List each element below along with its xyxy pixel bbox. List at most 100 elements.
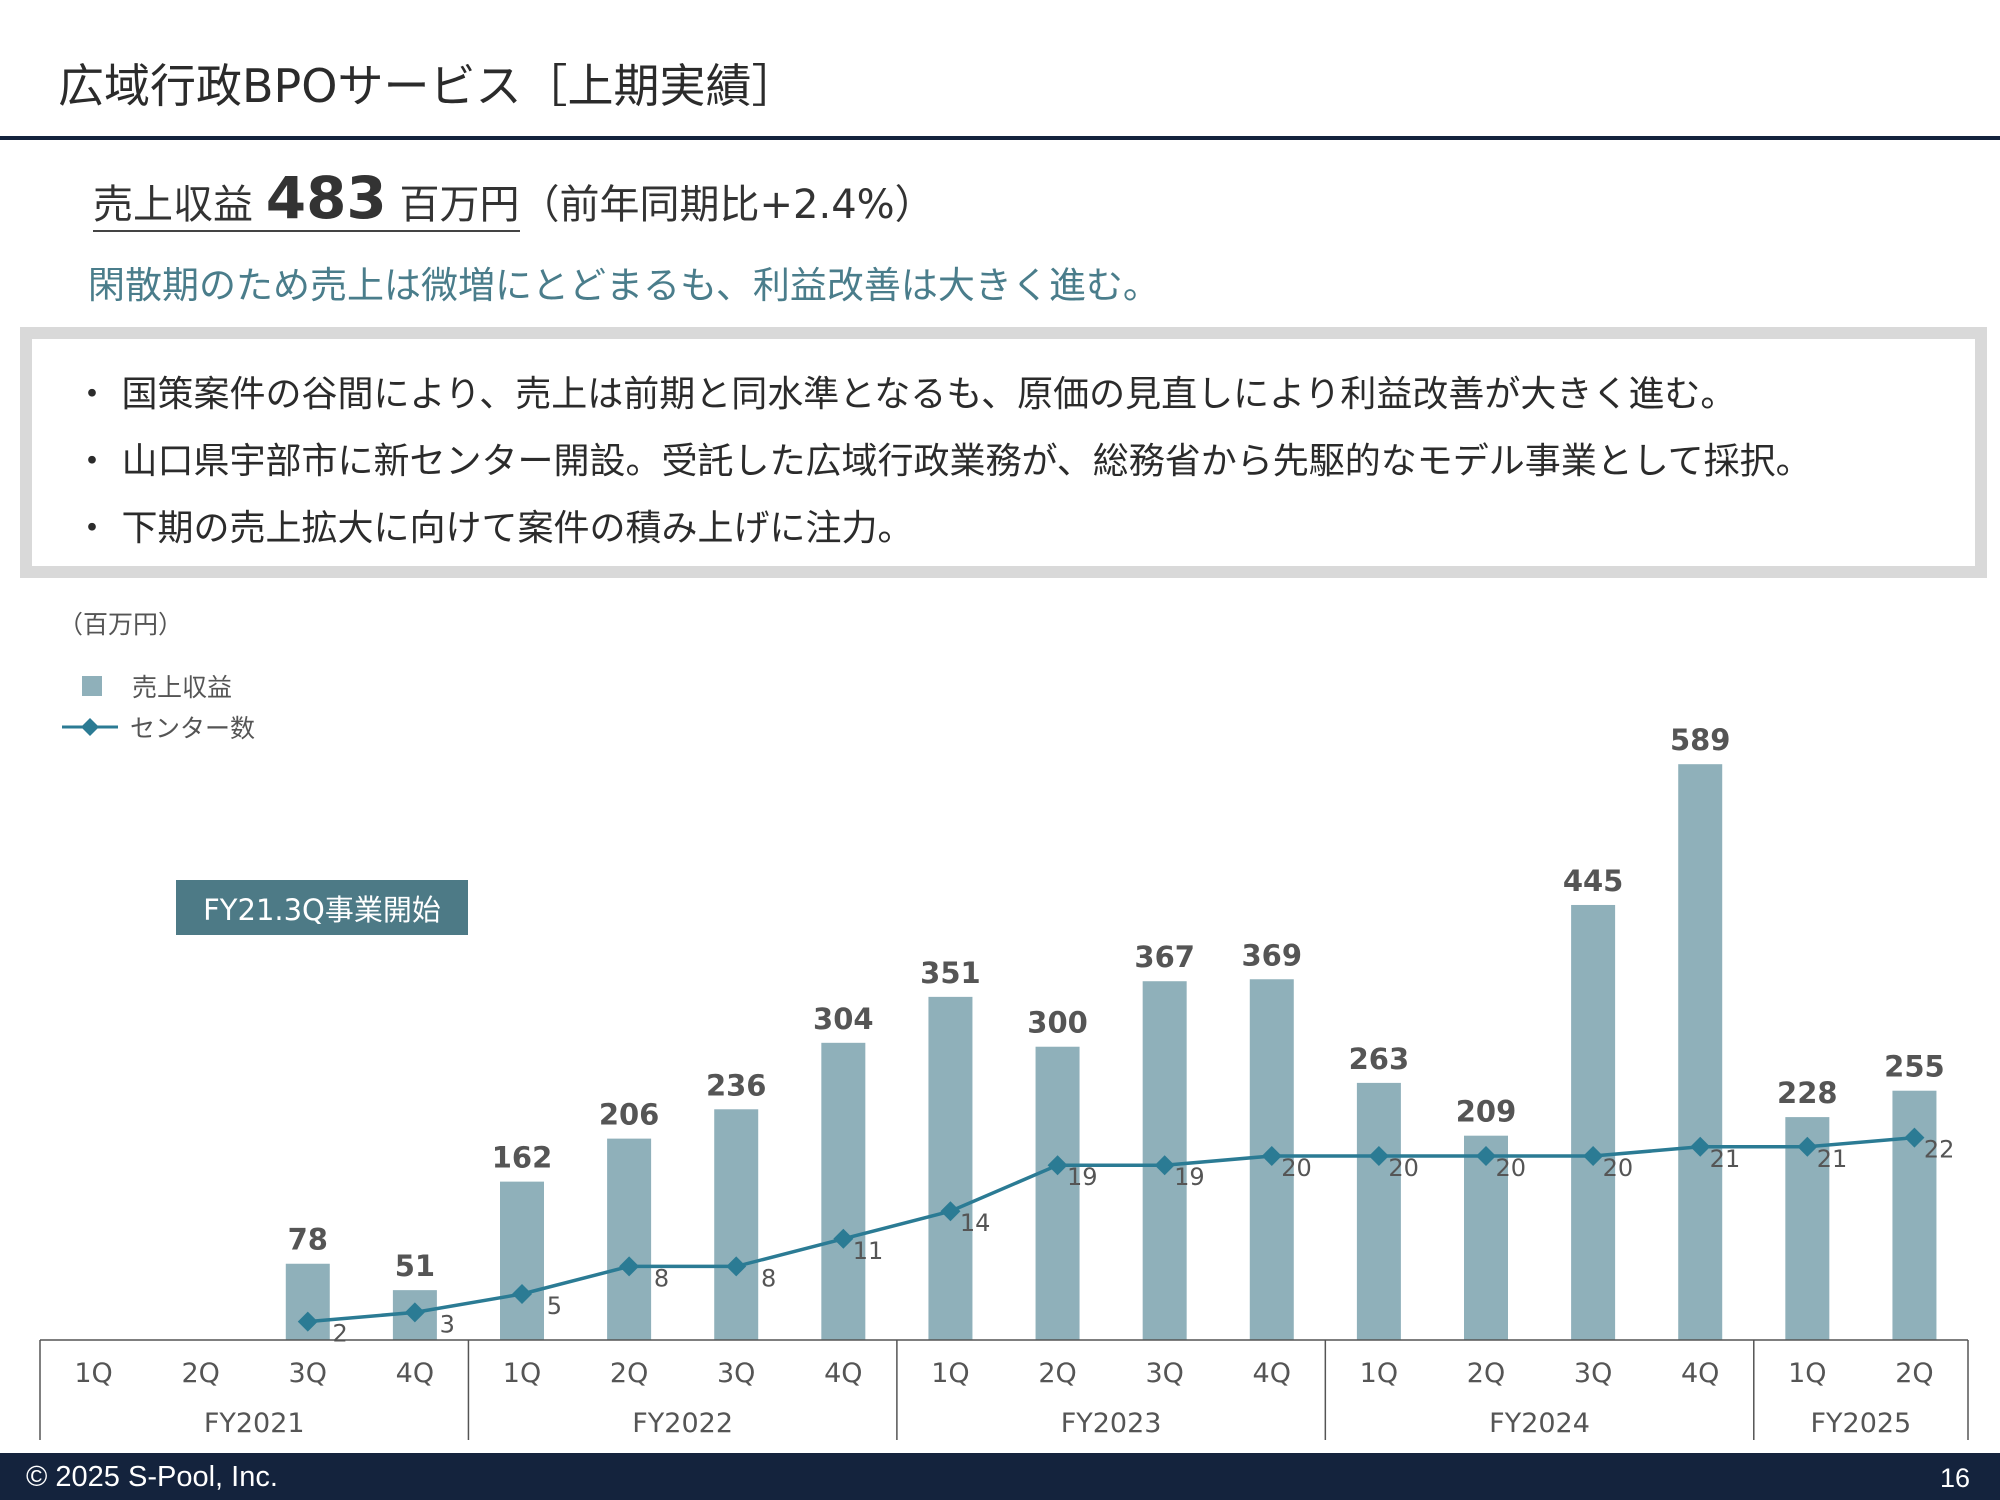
x-tick-label: 2Q: [181, 1358, 219, 1389]
subheadline: 閑散期のため売上は微増にとどまるも、利益改善は大きく進む。: [88, 264, 1160, 307]
x-tick-label: 3Q: [1574, 1358, 1612, 1389]
x-group-label: FY2023: [1061, 1408, 1162, 1439]
x-group-label: FY2024: [1489, 1408, 1590, 1439]
center-count-point: [512, 1284, 532, 1304]
page-number: 16: [1939, 1463, 1970, 1493]
bar: [500, 1181, 544, 1340]
footer-bar: © 2025 S-Pool, Inc. 16: [0, 1453, 2000, 1500]
bar-value-label: 263: [1349, 1042, 1410, 1076]
x-tick-label: 4Q: [396, 1358, 434, 1389]
bar-value-label: 351: [920, 956, 981, 990]
center-count-label: 21: [1710, 1145, 1741, 1173]
revenue-underlined: 売上収益 483 百万円: [93, 164, 520, 232]
center-count-label: 11: [853, 1237, 884, 1265]
bullet-item: ・ 国策案件の谷間により、売上は前期と同水準となるも、原価の見直しにより利益改善…: [74, 374, 1737, 415]
center-count-label: 3: [440, 1310, 455, 1338]
bar-value-label: 228: [1777, 1076, 1838, 1110]
center-count-point: [1047, 1155, 1068, 1176]
x-tick-label: 2Q: [1467, 1358, 1505, 1389]
x-tick-label: 4Q: [824, 1358, 862, 1389]
revenue-yoy: （前年同期比+2.4%）: [519, 182, 935, 228]
x-tick-label: 1Q: [503, 1358, 541, 1389]
x-tick-label: 4Q: [1253, 1358, 1291, 1389]
bar: [1035, 1046, 1080, 1340]
x-tick-label: 3Q: [289, 1358, 327, 1389]
x-tick-label: 2Q: [1895, 1358, 1933, 1389]
bar-value-label: 255: [1884, 1050, 1945, 1084]
bar-value-label: 162: [492, 1141, 553, 1175]
center-count-point: [1690, 1136, 1711, 1157]
bullet-item: ・ 下期の売上拡大に向けて案件の積み上げに注力。: [74, 508, 914, 549]
bar: [714, 1109, 759, 1340]
x-tick-label: 3Q: [717, 1358, 755, 1389]
center-count-label: 5: [547, 1292, 562, 1320]
legend-bar-entry: 売上収益: [62, 668, 232, 704]
center-count-label: 21: [1817, 1145, 1848, 1173]
center-count-label: 8: [654, 1264, 669, 1292]
center-count-point: [1154, 1155, 1175, 1176]
center-count-label: 19: [1174, 1163, 1205, 1191]
revenue-unit: 百万円: [399, 182, 520, 228]
x-group-label: FY2021: [204, 1408, 305, 1439]
bar: [821, 1042, 866, 1340]
bar-value-label: 304: [813, 1002, 874, 1036]
center-count-point: [1583, 1146, 1604, 1166]
legend-bar-label: 売上収益: [132, 673, 233, 702]
bar-value-label: 445: [1563, 864, 1624, 898]
center-count-point: [297, 1311, 318, 1332]
center-count-label: 20: [1603, 1154, 1634, 1182]
center-count-line: [307, 1135, 1915, 1324]
bar-value-label: 369: [1242, 938, 1303, 972]
legend-line-icon: [62, 718, 118, 736]
x-tick-label: 1Q: [931, 1358, 969, 1389]
slide-title: 広域行政BPOサービス［上期実績］: [58, 59, 798, 113]
center-count-label: 19: [1067, 1163, 1098, 1191]
x-tick-label: 1Q: [74, 1358, 112, 1389]
copyright: © 2025 S-Pool, Inc.: [26, 1461, 278, 1493]
center-count-label: 2: [332, 1320, 347, 1348]
center-count-point: [833, 1228, 854, 1249]
revenue-value: 483: [265, 164, 387, 232]
center-count-point: [404, 1302, 425, 1323]
center-count-point: [940, 1201, 961, 1222]
legend-bar-swatch: [82, 676, 102, 696]
bar: [1464, 1135, 1508, 1340]
bar-value-label: 300: [1027, 1006, 1088, 1040]
revenue-headline: 売上収益 483 百万円（前年同期比+2.4%）: [93, 164, 935, 232]
x-tick-label: 3Q: [1145, 1358, 1183, 1389]
center-count-point: [1797, 1136, 1818, 1157]
bar: [1571, 904, 1616, 1340]
bullet-box: ・ 国策案件の谷間により、売上は前期と同水準となるも、原価の見直しにより利益改善…: [20, 327, 1987, 578]
x-tick-label: 1Q: [1788, 1358, 1826, 1389]
x-tick-label: 4Q: [1681, 1358, 1719, 1389]
center-count-point: [1476, 1146, 1496, 1166]
center-count-point: [1368, 1146, 1389, 1166]
legend-line-entry: センター数: [62, 709, 255, 745]
revenue-label: 売上収益: [93, 182, 253, 228]
center-count-point: [1904, 1127, 1925, 1148]
center-count-point: [619, 1256, 640, 1277]
bar: [1356, 1082, 1401, 1340]
bar-value-label: 51: [395, 1249, 435, 1283]
center-count-point: [1261, 1146, 1282, 1166]
bar-value-label: 589: [1670, 723, 1731, 757]
bar-value-label: 206: [599, 1098, 660, 1132]
legend-line-label: センター数: [130, 714, 256, 743]
x-group-label: FY2022: [632, 1408, 733, 1439]
start-callout: FY21.3Q事業開始: [176, 880, 468, 935]
bar: [928, 996, 973, 1340]
x-tick-label: 2Q: [610, 1358, 648, 1389]
center-count-label: 22: [1924, 1136, 1955, 1164]
bar: [1678, 764, 1723, 1340]
center-count-point: [726, 1256, 747, 1277]
x-group-label: FY2025: [1811, 1408, 1912, 1439]
x-tick-label: 1Q: [1360, 1358, 1398, 1389]
bar-value-label: 367: [1134, 940, 1195, 974]
bullet-item: ・ 山口県宇部市に新センター開設。受託した広域行政業務が、総務省から先駆的なモデ…: [74, 441, 1812, 482]
center-count-label: 20: [1495, 1154, 1526, 1182]
x-tick-label: 2Q: [1038, 1358, 1076, 1389]
bar: [607, 1138, 652, 1340]
bar-value-label: 209: [1456, 1095, 1517, 1129]
center-count-label: 14: [960, 1209, 991, 1237]
